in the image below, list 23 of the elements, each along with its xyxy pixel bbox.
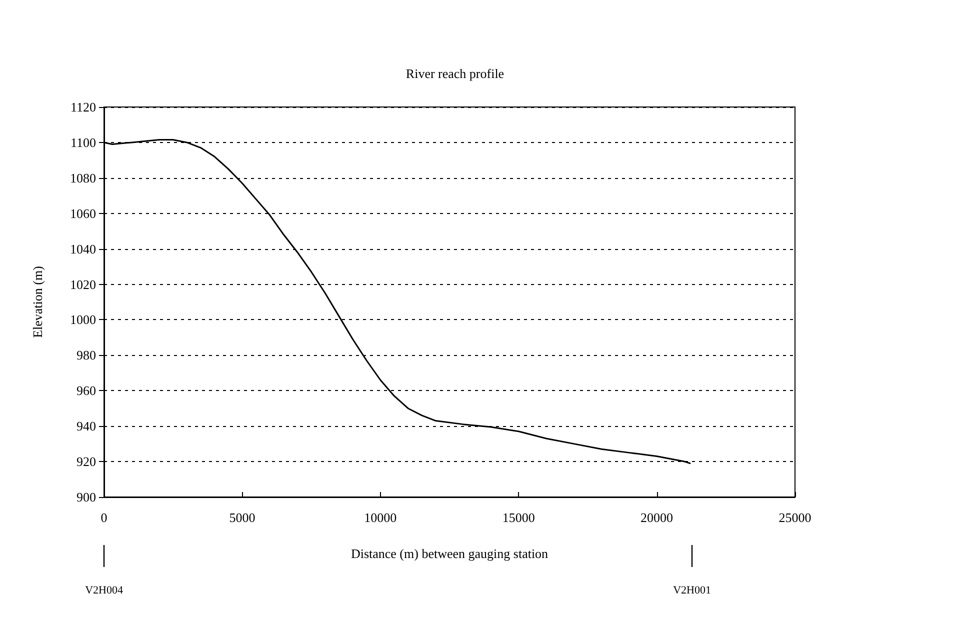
y-tick-label: 940 (76, 418, 96, 434)
y-tick-label: 960 (76, 383, 96, 398)
y-tick-label: 1040 (70, 241, 96, 256)
y-tick-label: 900 (76, 490, 96, 504)
y-tick-label: 980 (76, 348, 96, 363)
y-axis-title: Elevation (m) (30, 266, 45, 338)
y-tick-label: 1060 (70, 206, 96, 221)
x-axis-title: Distance (m) between gauging station (350, 546, 549, 561)
x-tick-label: 10000 (364, 510, 397, 525)
y-tick-label: 920 (76, 454, 96, 470)
chart-title: River reach profile (406, 66, 504, 81)
y-tick-label: 1100 (70, 134, 96, 150)
text: V2H001 (673, 584, 711, 596)
x-tick-label: 20000 (640, 510, 674, 525)
y-tick-label: 1000 (70, 312, 96, 328)
x-tick-label: 0 (100, 510, 108, 525)
y-tick-label: 1120 (70, 100, 96, 114)
x-tick-label: 25000 (778, 510, 812, 525)
x-tick-label: 15000 (502, 510, 535, 525)
y-tick-label: 1080 (70, 170, 96, 186)
x-tick-label: 5000 (229, 510, 256, 525)
y-tick-label: 1020 (70, 276, 96, 292)
text: V2H004 (85, 584, 124, 596)
